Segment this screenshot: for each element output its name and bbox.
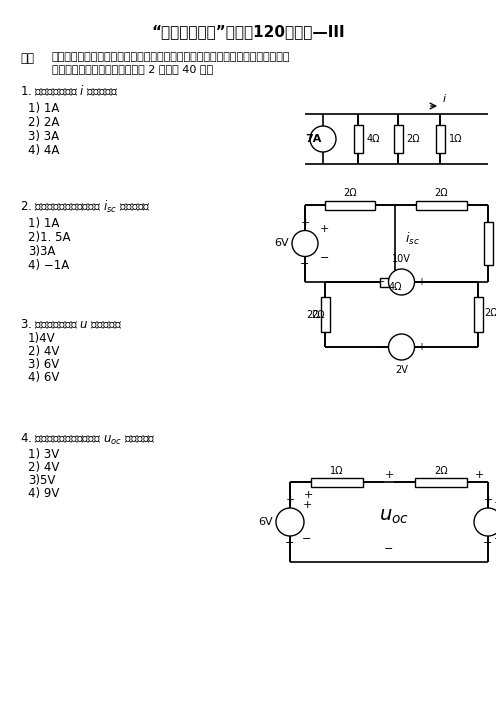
Text: 1Ω: 1Ω (330, 465, 344, 475)
Bar (325, 201, 375, 209)
Text: +: + (304, 490, 312, 500)
Text: 3)3A: 3)3A (28, 245, 56, 258)
Text: 2)1. 5A: 2)1. 5A (28, 231, 70, 244)
Text: 号码填入提干的括号内。每小题 2 分，共 40 分）: 号码填入提干的括号内。每小题 2 分，共 40 分） (52, 64, 213, 74)
Text: 2) 4V: 2) 4V (28, 345, 60, 358)
Text: 4Ω: 4Ω (388, 282, 402, 291)
Text: +: + (418, 277, 426, 287)
Circle shape (388, 334, 415, 360)
Text: −: − (384, 544, 394, 554)
Text: 1) 1A: 1) 1A (28, 217, 60, 230)
Bar (484, 223, 493, 265)
Text: 4. 图示单口网络的开路电压 $u_{oc}$ 等于（　）: 4. 图示单口网络的开路电压 $u_{oc}$ 等于（ ） (20, 432, 156, 447)
Text: 4) −1A: 4) −1A (28, 259, 69, 272)
Text: 4Ω: 4Ω (367, 134, 380, 144)
Text: 2Ω: 2Ω (407, 134, 420, 144)
Text: 3) 6V: 3) 6V (28, 358, 59, 371)
Text: 6V: 6V (274, 239, 289, 249)
Text: 1Ω: 1Ω (448, 134, 462, 144)
Text: 3) 3A: 3) 3A (28, 130, 59, 143)
Text: −: − (303, 534, 311, 544)
Text: 10V: 10V (392, 254, 411, 264)
Text: −: − (377, 342, 385, 352)
Text: 4) 6V: 4) 6V (28, 371, 60, 384)
Bar (415, 477, 467, 486)
Text: 一、: 一、 (20, 52, 34, 65)
Text: 7A: 7A (306, 134, 322, 144)
Text: 6V: 6V (258, 517, 273, 527)
Bar (393, 125, 402, 153)
Text: $i$: $i$ (442, 92, 447, 104)
Text: 2Ω: 2Ω (343, 189, 357, 199)
Bar (416, 201, 467, 209)
Text: 3. 图示电路中电压 $u$ 等于（　）: 3. 图示电路中电压 $u$ 等于（ ） (20, 318, 123, 331)
Text: 1. 图示电路中电流 $i$ 等于（　）: 1. 图示电路中电流 $i$ 等于（ ） (20, 84, 119, 98)
Text: +: + (320, 223, 329, 234)
Text: −: − (320, 253, 329, 263)
Bar (379, 277, 410, 286)
Text: +: + (475, 470, 484, 480)
Text: 单项选择题（在每个小题的四个备选答案中，选出一个正确答案，并将正确答案的: 单项选择题（在每个小题的四个备选答案中，选出一个正确答案，并将正确答案的 (52, 52, 291, 62)
Circle shape (292, 230, 318, 256)
Text: 2Ω: 2Ω (307, 310, 320, 319)
Text: −: − (483, 538, 493, 548)
Text: 2Ω: 2Ω (434, 189, 448, 199)
Circle shape (388, 269, 415, 295)
Circle shape (310, 126, 336, 152)
Bar (311, 477, 363, 486)
Text: +: + (303, 500, 311, 510)
Text: 1) 1A: 1) 1A (28, 102, 60, 115)
Bar (474, 297, 483, 332)
Text: 2) 4V: 2) 4V (28, 461, 60, 474)
Bar (354, 125, 363, 153)
Text: +: + (285, 495, 295, 505)
Bar (320, 297, 329, 332)
Circle shape (474, 508, 496, 536)
Text: +: + (483, 495, 493, 505)
Text: −: − (494, 534, 496, 544)
Text: 4) 9V: 4) 9V (28, 487, 60, 500)
Text: 1) 3V: 1) 3V (28, 448, 59, 461)
Text: +: + (494, 498, 496, 508)
Text: 4) 4A: 4) 4A (28, 144, 60, 157)
Text: −: − (377, 277, 385, 287)
Text: 2. 图示单口网络的短路电流 $i_{sc}$ 等于（　）: 2. 图示单口网络的短路电流 $i_{sc}$ 等于（ ） (20, 199, 151, 215)
Text: “电路分析基础”试题（120分钟）—III: “电路分析基础”试题（120分钟）—III (151, 24, 345, 39)
Text: 2Ω: 2Ω (484, 307, 496, 317)
Text: 1)4V: 1)4V (28, 332, 56, 345)
Text: 2Ω: 2Ω (311, 310, 325, 319)
Text: 2) 2A: 2) 2A (28, 116, 60, 129)
Text: 3)5V: 3)5V (28, 474, 56, 487)
Text: −: − (285, 538, 295, 548)
Text: +: + (384, 470, 394, 480)
Circle shape (276, 508, 304, 536)
Text: $i_{sc}$: $i_{sc}$ (405, 230, 420, 246)
Text: $u_{oc}$: $u_{oc}$ (379, 508, 409, 526)
Text: +: + (418, 342, 426, 352)
Text: 2V: 2V (395, 365, 408, 375)
Text: +: + (300, 218, 310, 227)
Text: −: − (300, 258, 310, 268)
Text: 2Ω: 2Ω (434, 465, 448, 475)
Bar (435, 125, 444, 153)
